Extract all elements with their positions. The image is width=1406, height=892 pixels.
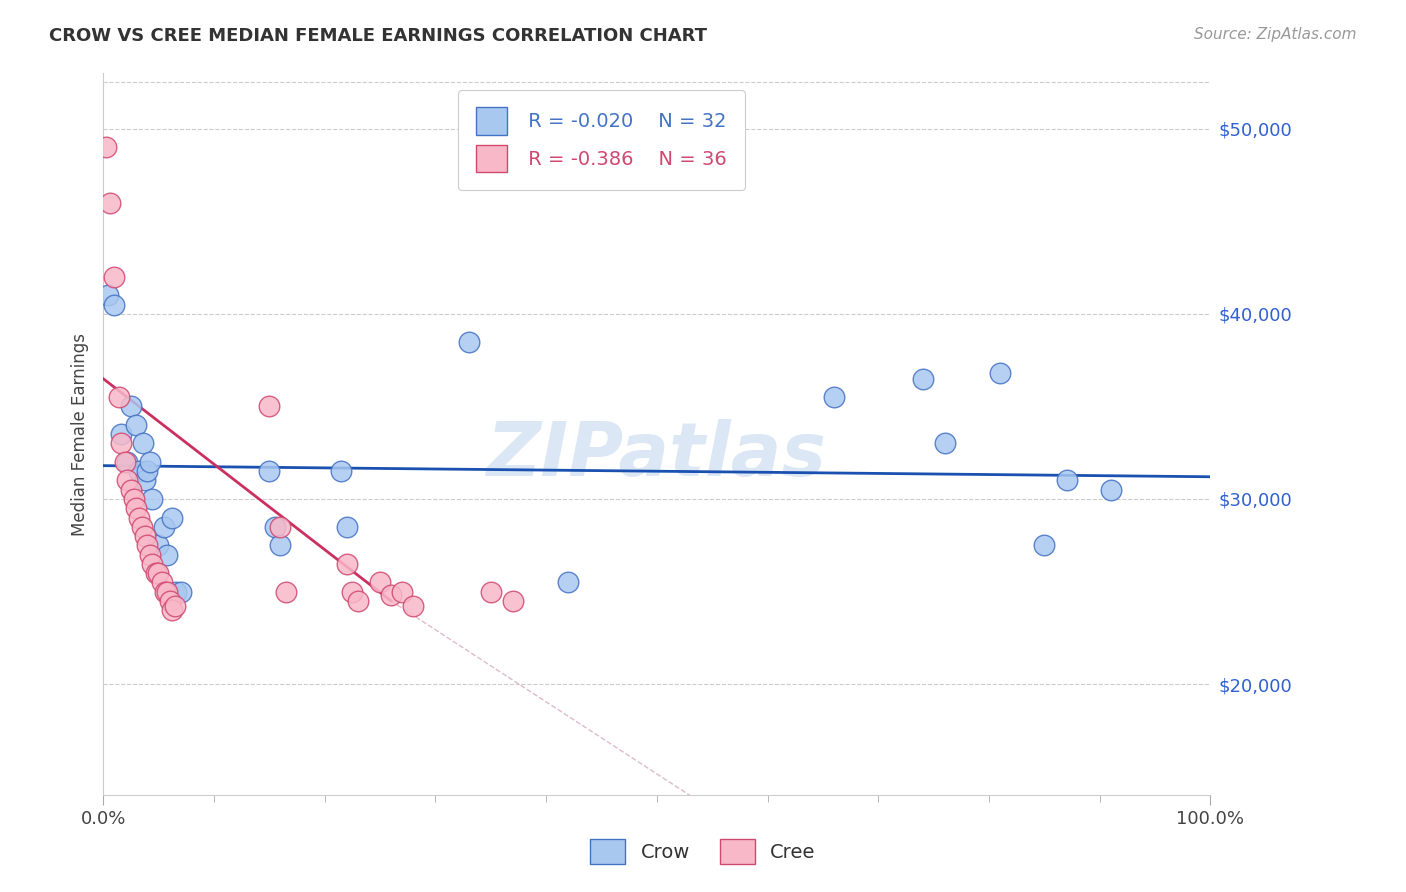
Point — [911, 371, 934, 385]
Point — [153, 584, 176, 599]
Point — [110, 436, 132, 450]
Point — [153, 520, 176, 534]
Legend: Crow, Cree: Crow, Cree — [581, 829, 825, 873]
Point — [120, 400, 142, 414]
Point — [934, 436, 956, 450]
Point — [132, 436, 155, 450]
Point — [165, 599, 187, 614]
Point — [122, 491, 145, 506]
Point — [165, 584, 187, 599]
Text: Source: ZipAtlas.com: Source: ZipAtlas.com — [1194, 27, 1357, 42]
Point — [257, 464, 280, 478]
Point — [1099, 483, 1122, 497]
Point — [136, 464, 159, 478]
Point — [131, 520, 153, 534]
Point — [269, 538, 291, 552]
Point — [368, 575, 391, 590]
Point — [141, 557, 163, 571]
Point — [457, 334, 479, 349]
Point — [263, 520, 285, 534]
Point — [342, 584, 364, 599]
Point — [125, 417, 148, 432]
Point — [138, 455, 160, 469]
Legend:  R = -0.020    N = 32,  R = -0.386    N = 36: R = -0.020 N = 32, R = -0.386 N = 36 — [458, 90, 745, 190]
Point — [98, 195, 121, 210]
Point — [141, 491, 163, 506]
Point — [169, 584, 191, 599]
Point — [269, 520, 291, 534]
Text: CROW VS CREE MEDIAN FEMALE EARNINGS CORRELATION CHART: CROW VS CREE MEDIAN FEMALE EARNINGS CORR… — [49, 27, 707, 45]
Point — [330, 464, 353, 478]
Point — [336, 557, 359, 571]
Point — [1056, 474, 1078, 488]
Point — [138, 548, 160, 562]
Point — [156, 584, 179, 599]
Point — [117, 455, 139, 469]
Point — [391, 584, 413, 599]
Point — [988, 366, 1011, 380]
Point — [110, 427, 132, 442]
Point — [96, 288, 118, 302]
Point — [96, 140, 118, 154]
Point — [336, 520, 359, 534]
Point — [346, 594, 368, 608]
Point — [1033, 538, 1056, 552]
Point — [125, 501, 148, 516]
Point — [128, 510, 150, 524]
Point — [156, 548, 179, 562]
Point — [107, 390, 129, 404]
Point — [380, 588, 402, 602]
Point — [136, 538, 159, 552]
Text: ZIPatlas: ZIPatlas — [486, 419, 827, 492]
Point — [103, 297, 125, 311]
Point — [402, 599, 425, 614]
Point — [160, 510, 183, 524]
Point — [103, 269, 125, 284]
Point — [148, 538, 170, 552]
Point — [160, 603, 183, 617]
Point — [150, 575, 173, 590]
Point — [145, 566, 167, 580]
Point — [502, 594, 524, 608]
Point — [134, 474, 156, 488]
Point — [128, 464, 150, 478]
Point — [557, 575, 579, 590]
Point — [114, 455, 136, 469]
Point — [479, 584, 502, 599]
Point — [134, 529, 156, 543]
Point — [159, 594, 181, 608]
Point — [274, 584, 297, 599]
Point — [257, 400, 280, 414]
Point — [120, 483, 142, 497]
Point — [148, 566, 170, 580]
Point — [823, 390, 845, 404]
Y-axis label: Median Female Earnings: Median Female Earnings — [72, 333, 89, 536]
Point — [117, 474, 139, 488]
